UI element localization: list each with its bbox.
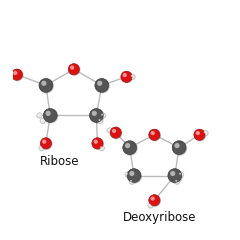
Circle shape <box>9 73 11 75</box>
Circle shape <box>168 169 182 183</box>
Circle shape <box>130 74 135 79</box>
Circle shape <box>121 72 132 83</box>
Circle shape <box>149 195 160 206</box>
Circle shape <box>100 113 105 118</box>
Circle shape <box>111 127 122 139</box>
Circle shape <box>44 109 58 123</box>
Circle shape <box>41 119 43 121</box>
Circle shape <box>42 139 46 144</box>
Text: Ribose and Deoxyribose: Ribose and Deoxyribose <box>20 5 220 20</box>
Circle shape <box>99 119 101 121</box>
Circle shape <box>129 179 134 184</box>
Circle shape <box>203 131 208 136</box>
Circle shape <box>13 71 17 75</box>
Circle shape <box>40 138 51 149</box>
Circle shape <box>39 145 44 151</box>
Circle shape <box>99 145 104 151</box>
Circle shape <box>126 173 128 175</box>
Circle shape <box>148 203 153 208</box>
Circle shape <box>129 179 135 184</box>
Circle shape <box>149 129 160 140</box>
Circle shape <box>130 180 132 182</box>
Circle shape <box>41 138 52 149</box>
Circle shape <box>149 195 160 206</box>
Circle shape <box>12 69 23 81</box>
Circle shape <box>173 141 186 155</box>
Circle shape <box>174 179 180 184</box>
Circle shape <box>178 172 184 177</box>
Circle shape <box>68 64 79 75</box>
Circle shape <box>178 172 183 177</box>
Circle shape <box>174 179 180 184</box>
Circle shape <box>128 169 141 183</box>
Circle shape <box>131 75 133 77</box>
Circle shape <box>100 146 102 148</box>
Circle shape <box>101 114 103 116</box>
Circle shape <box>175 180 177 182</box>
Text: Ribose: Ribose <box>40 155 80 168</box>
Circle shape <box>41 81 47 86</box>
Circle shape <box>150 131 155 135</box>
Circle shape <box>40 79 53 93</box>
Circle shape <box>37 113 42 118</box>
Circle shape <box>172 141 186 155</box>
Circle shape <box>69 64 80 75</box>
Circle shape <box>204 131 206 133</box>
Circle shape <box>107 128 113 133</box>
Circle shape <box>70 66 74 70</box>
Circle shape <box>37 113 42 118</box>
Circle shape <box>125 172 130 177</box>
Circle shape <box>194 129 205 140</box>
Circle shape <box>92 138 103 149</box>
Circle shape <box>40 118 45 124</box>
Circle shape <box>174 143 180 148</box>
Circle shape <box>90 108 103 122</box>
Circle shape <box>149 130 160 141</box>
Circle shape <box>203 131 208 136</box>
Circle shape <box>11 69 23 80</box>
Circle shape <box>110 127 121 138</box>
Circle shape <box>179 173 181 175</box>
Circle shape <box>123 73 127 77</box>
Circle shape <box>92 138 103 149</box>
Circle shape <box>46 111 51 116</box>
Circle shape <box>39 78 53 92</box>
Circle shape <box>123 141 137 155</box>
Circle shape <box>39 146 44 151</box>
Circle shape <box>148 203 153 208</box>
Circle shape <box>43 108 57 122</box>
Circle shape <box>129 171 134 176</box>
Circle shape <box>40 118 45 123</box>
Circle shape <box>108 129 110 131</box>
Circle shape <box>94 139 98 144</box>
Circle shape <box>125 172 130 177</box>
Circle shape <box>123 141 137 155</box>
Circle shape <box>168 169 182 182</box>
Circle shape <box>125 143 130 148</box>
Circle shape <box>97 81 102 86</box>
Circle shape <box>196 131 200 135</box>
Circle shape <box>130 74 135 79</box>
Circle shape <box>107 128 112 133</box>
Circle shape <box>95 78 109 92</box>
Circle shape <box>98 118 103 124</box>
Circle shape <box>38 114 40 116</box>
Circle shape <box>127 169 141 182</box>
Text: Deoxyribose: Deoxyribose <box>123 211 197 224</box>
Circle shape <box>149 204 151 206</box>
Circle shape <box>121 71 132 82</box>
Circle shape <box>99 146 105 151</box>
Circle shape <box>150 197 155 201</box>
Circle shape <box>92 111 97 116</box>
Circle shape <box>101 113 106 118</box>
Circle shape <box>8 72 13 77</box>
Circle shape <box>194 130 205 141</box>
Circle shape <box>98 118 103 123</box>
Circle shape <box>112 129 116 133</box>
Circle shape <box>96 79 109 93</box>
Circle shape <box>40 146 42 148</box>
Circle shape <box>8 72 14 77</box>
Circle shape <box>170 171 175 176</box>
Circle shape <box>90 109 104 123</box>
